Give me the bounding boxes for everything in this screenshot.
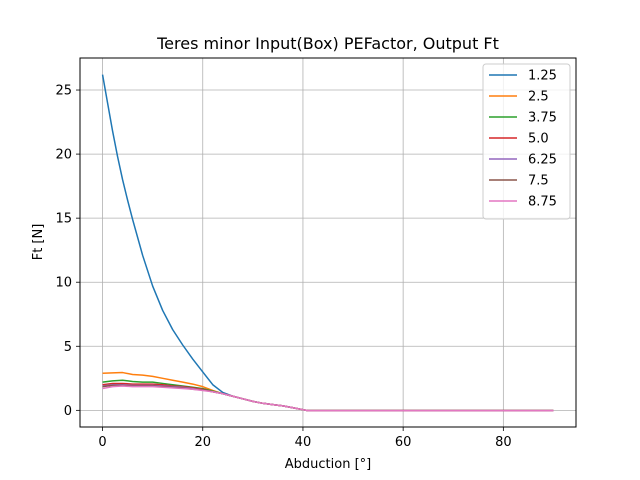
legend-label: 2.5	[528, 90, 549, 105]
legend-label: 6.25	[528, 153, 557, 168]
legend-label: 3.75	[528, 111, 557, 126]
legend-label: 7.5	[528, 174, 549, 189]
y-axis-label: Ft [N]	[31, 224, 46, 261]
series-line-8.75	[102, 385, 554, 412]
y-tick-label: 15	[55, 212, 72, 227]
axis-ticks: 0 20 40 60 80 0 5 10 15 20 25	[55, 84, 511, 450]
x-tick-label: 0	[98, 435, 106, 450]
legend: 1.25 2.5 3.75 5.0 6.25 7.5 8.75	[482, 63, 571, 220]
y-tick-label: 10	[55, 276, 72, 291]
y-tick-label: 20	[55, 148, 72, 163]
x-tick-label: 20	[194, 435, 211, 450]
plot-area-frame	[79, 57, 577, 428]
legend-label: 8.75	[528, 195, 557, 210]
series-lines	[101, 74, 554, 412]
x-tick-label: 60	[395, 435, 412, 450]
legend-label: 1.25	[528, 69, 557, 84]
x-axis-label: Abduction [°]	[285, 457, 371, 472]
x-tick-label: 80	[495, 435, 512, 450]
legend-label: 5.0	[528, 132, 549, 147]
y-tick-label: 25	[55, 84, 72, 99]
y-tick-label: 5	[64, 340, 72, 355]
chart-title: Teres minor Input(Box) PEFactor, Output …	[156, 34, 499, 53]
y-tick-label: 0	[64, 404, 72, 419]
x-tick-label: 40	[295, 435, 312, 450]
